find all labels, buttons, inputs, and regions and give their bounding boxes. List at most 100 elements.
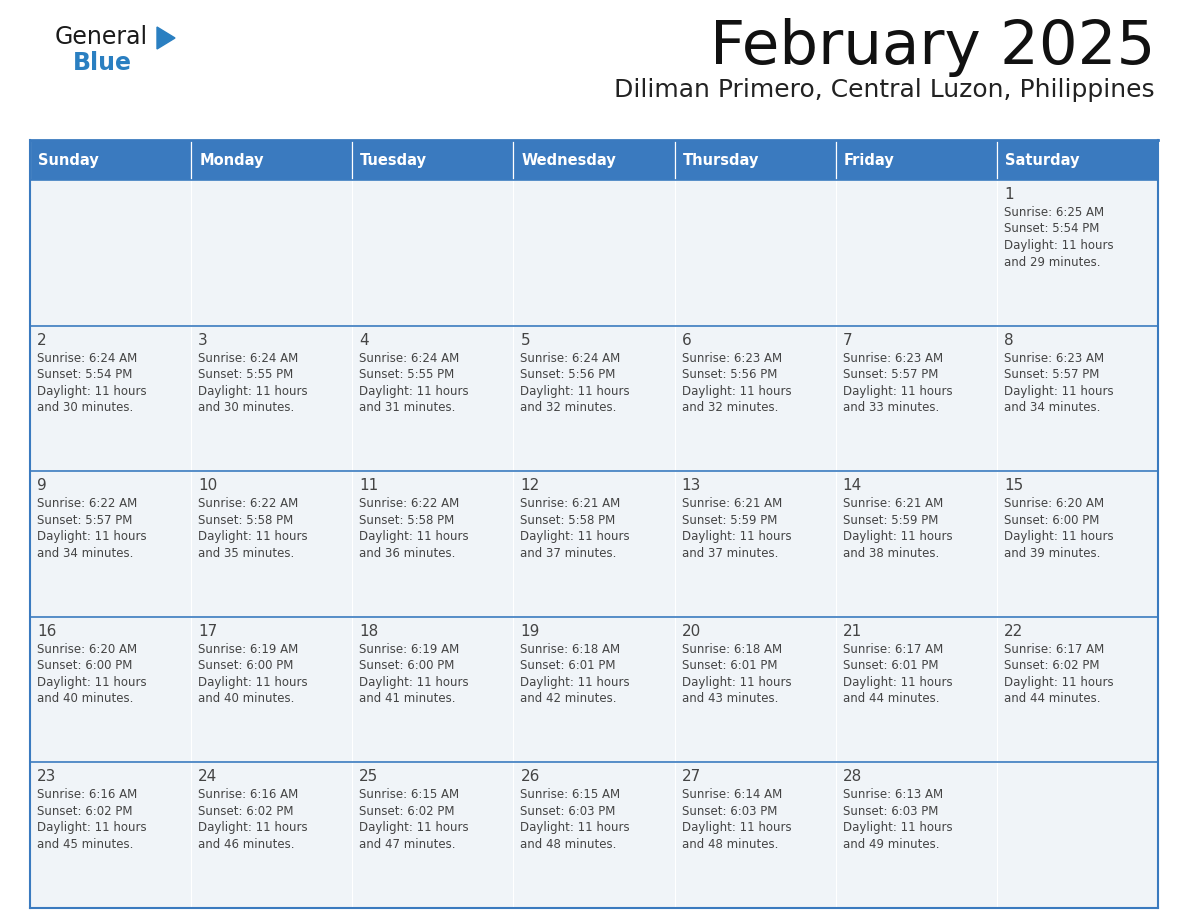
Bar — [997, 763, 1158, 908]
Bar — [513, 140, 675, 180]
Polygon shape — [157, 27, 175, 49]
Text: Sunset: 6:00 PM: Sunset: 6:00 PM — [37, 659, 132, 672]
Text: Sunset: 6:02 PM: Sunset: 6:02 PM — [359, 805, 455, 818]
Text: Sunrise: 6:23 AM: Sunrise: 6:23 AM — [1004, 352, 1104, 364]
Text: 18: 18 — [359, 624, 379, 639]
Text: 25: 25 — [359, 769, 379, 784]
Text: Thursday: Thursday — [683, 152, 759, 167]
Text: and 41 minutes.: and 41 minutes. — [359, 692, 456, 705]
Bar — [353, 763, 513, 908]
Text: Sunrise: 6:25 AM: Sunrise: 6:25 AM — [1004, 206, 1104, 219]
Text: Sunrise: 6:14 AM: Sunrise: 6:14 AM — [682, 789, 782, 801]
Text: Daylight: 11 hours: Daylight: 11 hours — [520, 531, 630, 543]
Text: 12: 12 — [520, 478, 539, 493]
Text: and 42 minutes.: and 42 minutes. — [520, 692, 617, 705]
Text: Sunrise: 6:21 AM: Sunrise: 6:21 AM — [682, 498, 782, 510]
Text: Daylight: 11 hours: Daylight: 11 hours — [682, 385, 791, 397]
Bar — [353, 140, 513, 180]
Bar — [191, 763, 353, 908]
Text: Daylight: 11 hours: Daylight: 11 hours — [37, 676, 146, 688]
Bar — [835, 180, 997, 326]
Bar — [675, 180, 835, 326]
Text: 26: 26 — [520, 769, 539, 784]
Text: Sunrise: 6:23 AM: Sunrise: 6:23 AM — [842, 352, 943, 364]
Bar — [191, 471, 353, 617]
Text: Sunset: 5:58 PM: Sunset: 5:58 PM — [198, 514, 293, 527]
Text: and 32 minutes.: and 32 minutes. — [682, 401, 778, 414]
Bar — [675, 763, 835, 908]
Bar — [191, 140, 353, 180]
Text: and 44 minutes.: and 44 minutes. — [842, 692, 940, 705]
Bar — [30, 326, 191, 471]
Text: and 48 minutes.: and 48 minutes. — [520, 838, 617, 851]
Text: 17: 17 — [198, 624, 217, 639]
Text: Daylight: 11 hours: Daylight: 11 hours — [842, 676, 953, 688]
Text: Daylight: 11 hours: Daylight: 11 hours — [842, 385, 953, 397]
Text: Daylight: 11 hours: Daylight: 11 hours — [198, 385, 308, 397]
Text: 10: 10 — [198, 478, 217, 493]
Text: and 48 minutes.: and 48 minutes. — [682, 838, 778, 851]
Text: Sunrise: 6:20 AM: Sunrise: 6:20 AM — [37, 643, 137, 655]
Text: Sunset: 6:01 PM: Sunset: 6:01 PM — [682, 659, 777, 672]
Text: Sunset: 6:02 PM: Sunset: 6:02 PM — [198, 805, 293, 818]
Text: and 29 minutes.: and 29 minutes. — [1004, 255, 1100, 268]
Text: Daylight: 11 hours: Daylight: 11 hours — [37, 822, 146, 834]
Text: Sunrise: 6:19 AM: Sunrise: 6:19 AM — [359, 643, 460, 655]
Text: Sunset: 5:57 PM: Sunset: 5:57 PM — [1004, 368, 1099, 381]
Text: Sunrise: 6:16 AM: Sunrise: 6:16 AM — [37, 789, 138, 801]
Bar — [30, 763, 191, 908]
Text: Sunset: 6:01 PM: Sunset: 6:01 PM — [520, 659, 615, 672]
Bar — [675, 617, 835, 763]
Text: and 39 minutes.: and 39 minutes. — [1004, 547, 1100, 560]
Text: and 45 minutes.: and 45 minutes. — [37, 838, 133, 851]
Text: Sunset: 5:58 PM: Sunset: 5:58 PM — [359, 514, 455, 527]
Text: February 2025: February 2025 — [709, 18, 1155, 77]
Text: Daylight: 11 hours: Daylight: 11 hours — [682, 531, 791, 543]
Text: 21: 21 — [842, 624, 862, 639]
Bar — [835, 617, 997, 763]
Text: Daylight: 11 hours: Daylight: 11 hours — [37, 531, 146, 543]
Text: Daylight: 11 hours: Daylight: 11 hours — [1004, 676, 1113, 688]
Text: and 43 minutes.: and 43 minutes. — [682, 692, 778, 705]
Text: and 44 minutes.: and 44 minutes. — [1004, 692, 1100, 705]
Text: 20: 20 — [682, 624, 701, 639]
Bar — [835, 326, 997, 471]
Text: 5: 5 — [520, 332, 530, 348]
Text: 1: 1 — [1004, 187, 1013, 202]
Text: and 35 minutes.: and 35 minutes. — [198, 547, 295, 560]
Text: Sunday: Sunday — [38, 152, 99, 167]
Text: and 47 minutes.: and 47 minutes. — [359, 838, 456, 851]
Text: Blue: Blue — [72, 51, 132, 75]
Bar — [997, 140, 1158, 180]
Text: 28: 28 — [842, 769, 862, 784]
Bar — [835, 471, 997, 617]
Bar — [675, 326, 835, 471]
Text: 15: 15 — [1004, 478, 1023, 493]
Text: and 40 minutes.: and 40 minutes. — [37, 692, 133, 705]
Text: Sunrise: 6:22 AM: Sunrise: 6:22 AM — [198, 498, 298, 510]
Bar — [513, 617, 675, 763]
Text: Daylight: 11 hours: Daylight: 11 hours — [520, 385, 630, 397]
Text: 22: 22 — [1004, 624, 1023, 639]
Bar — [353, 326, 513, 471]
Text: Sunrise: 6:24 AM: Sunrise: 6:24 AM — [359, 352, 460, 364]
Text: 4: 4 — [359, 332, 369, 348]
Text: Sunrise: 6:23 AM: Sunrise: 6:23 AM — [682, 352, 782, 364]
Text: Sunrise: 6:13 AM: Sunrise: 6:13 AM — [842, 789, 943, 801]
Text: and 37 minutes.: and 37 minutes. — [520, 547, 617, 560]
Text: Sunrise: 6:18 AM: Sunrise: 6:18 AM — [520, 643, 620, 655]
Text: Sunset: 5:54 PM: Sunset: 5:54 PM — [37, 368, 132, 381]
Text: 7: 7 — [842, 332, 852, 348]
Bar — [513, 471, 675, 617]
Bar — [191, 617, 353, 763]
Bar — [513, 763, 675, 908]
Text: Sunrise: 6:24 AM: Sunrise: 6:24 AM — [520, 352, 620, 364]
Text: Friday: Friday — [843, 152, 895, 167]
Text: 11: 11 — [359, 478, 379, 493]
Bar — [513, 326, 675, 471]
Text: Daylight: 11 hours: Daylight: 11 hours — [359, 676, 469, 688]
Text: 13: 13 — [682, 478, 701, 493]
Text: Wednesday: Wednesday — [522, 152, 617, 167]
Text: Sunrise: 6:19 AM: Sunrise: 6:19 AM — [198, 643, 298, 655]
Text: Daylight: 11 hours: Daylight: 11 hours — [198, 531, 308, 543]
